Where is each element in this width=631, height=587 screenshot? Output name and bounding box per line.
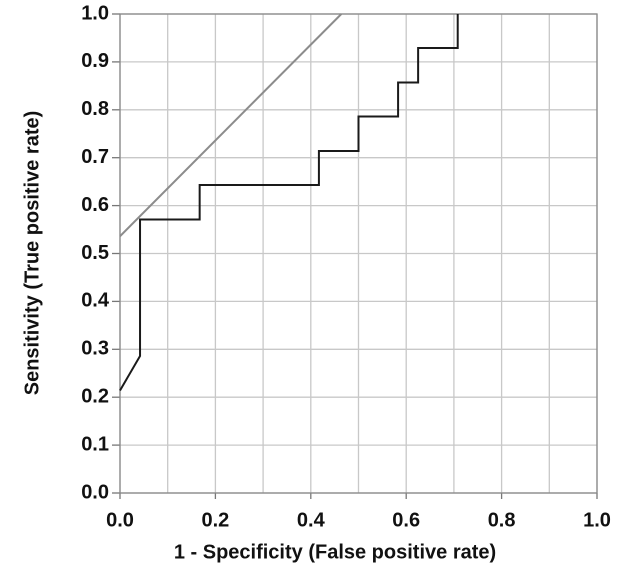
x-tick-label: 0.2 (201, 509, 229, 531)
y-tick-label: 0.7 (81, 146, 109, 168)
line (119, 13, 343, 237)
x-tick-label: 0.0 (106, 509, 134, 531)
line (119, 14, 459, 391)
y-tick-label: 1.0 (81, 2, 109, 24)
y-axis-label: Sensitivity (True positive rate) (21, 111, 43, 396)
y-tick-label: 0.2 (81, 385, 109, 407)
x-tick-label: 0.8 (488, 509, 516, 531)
x-tick-label: 0.4 (297, 509, 326, 531)
y-tick-label: 0.6 (81, 194, 109, 216)
y-tick-label: 0.5 (81, 242, 109, 264)
y-tick-label: 0.9 (81, 50, 109, 72)
y-tick-label: 0.3 (81, 338, 109, 360)
x-axis-label: 1 - Specificity (False positive rate) (174, 541, 496, 563)
y-tick-label: 0.1 (81, 433, 109, 455)
x-tick-label: 1.0 (583, 509, 611, 531)
y-tick-label: 0.0 (81, 481, 109, 503)
y-tick-label: 0.4 (81, 290, 110, 312)
plot-frame (119, 13, 598, 494)
y-tick-label: 0.8 (81, 98, 109, 120)
x-tick-label: 0.6 (392, 509, 420, 531)
